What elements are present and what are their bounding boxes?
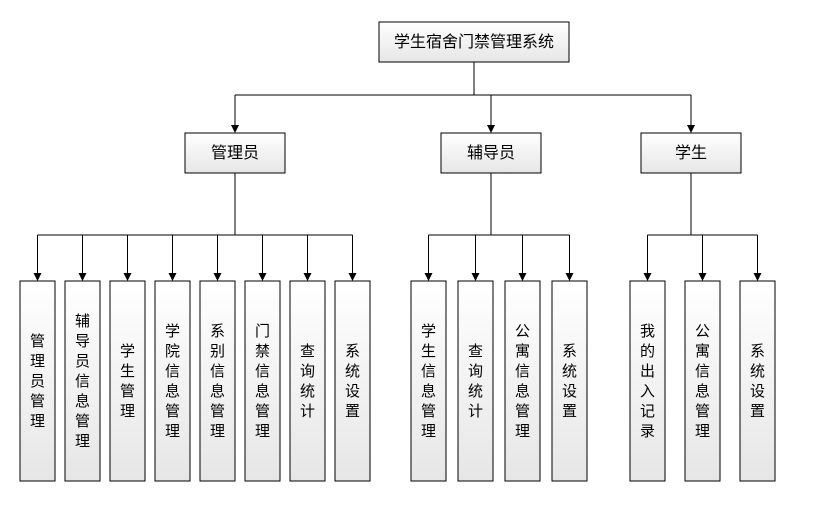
hierarchy-diagram: 学生宿舍门禁管理系统管理员辅导员学生管理员管理辅导员信息管理学生管理学院信息管理… [0,0,834,526]
leaf-node [411,281,446,481]
leaf-node [630,281,665,481]
leaf-node [245,281,280,481]
nodes: 学生宿舍门禁管理系统管理员辅导员学生管理员管理辅导员信息管理学生管理学院信息管理… [20,22,775,481]
leaf-node [335,281,370,481]
leaf-node [110,281,145,481]
leaf-node [685,281,720,481]
leaf-node [505,281,540,481]
leaf-node [740,281,775,481]
leaf-node [155,281,190,481]
node-label: 辅导员 [467,144,515,162]
leaf-node [290,281,325,481]
leaf-node [458,281,493,481]
node-label: 管理员 [211,144,259,162]
leaf-node [552,281,587,481]
node-label: 学生 [675,144,707,162]
node-label: 管理员管理 [30,333,45,430]
leaf-node [200,281,235,481]
node-label: 辅导员信息管理 [75,313,90,450]
node-label: 学生宿舍门禁管理系统 [394,33,554,51]
